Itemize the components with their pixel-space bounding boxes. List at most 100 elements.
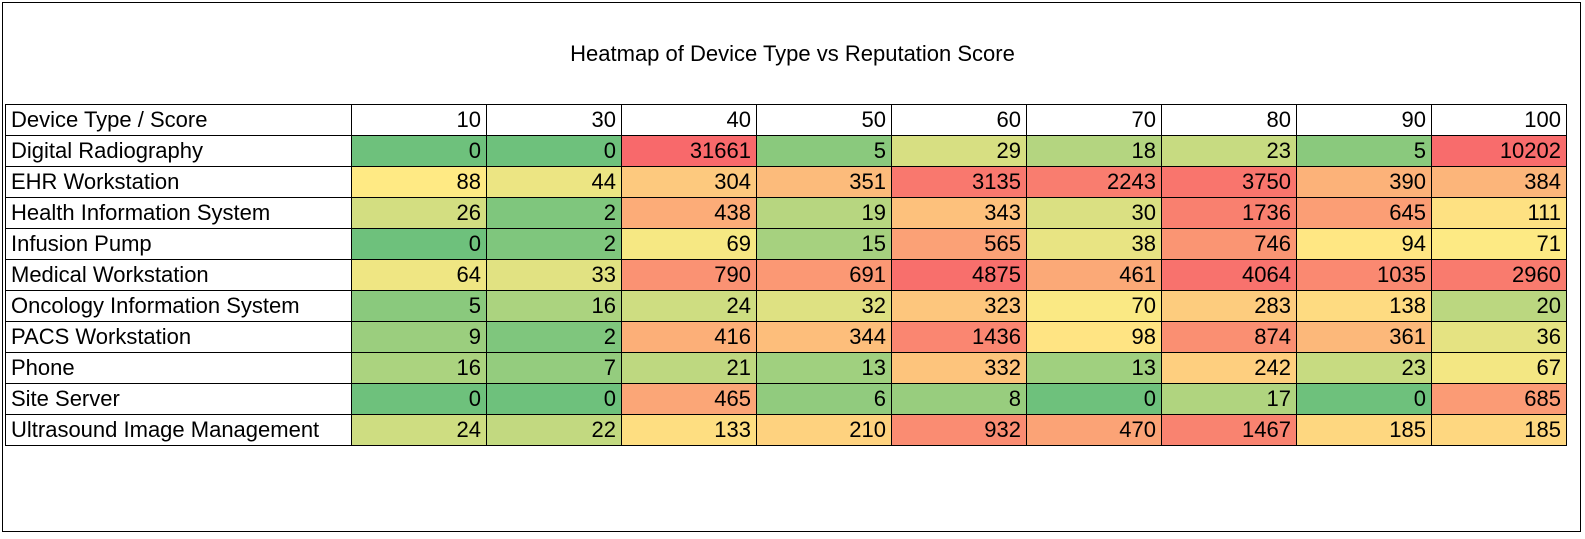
heatmap-cell: 8	[891, 383, 1027, 415]
heatmap-cell: 565	[891, 228, 1027, 260]
heatmap-cell: 5	[351, 290, 487, 322]
heatmap-cell: 2243	[1026, 166, 1162, 198]
row-label: Phone	[5, 352, 352, 384]
column-header: 100	[1431, 104, 1567, 136]
heatmap-cell: 332	[891, 352, 1027, 384]
table-row: Ultrasound Image Management 24 22 133 210 932…	[5, 414, 1567, 446]
column-header: 50	[756, 104, 892, 136]
heatmap-cell: 44	[486, 166, 622, 198]
heatmap-cell: 94	[1296, 228, 1432, 260]
heatmap-cell: 2	[486, 197, 622, 229]
heatmap-cell: 22	[486, 414, 622, 446]
heatmap-cell: 17	[1161, 383, 1297, 415]
row-label: Site Server	[5, 383, 352, 415]
heatmap-cell: 5	[1296, 135, 1432, 167]
heatmap-cell: 29	[891, 135, 1027, 167]
heatmap-cell: 26	[351, 197, 487, 229]
heatmap-cell: 242	[1161, 352, 1297, 384]
heatmap-cell: 36	[1431, 321, 1567, 353]
heatmap-cell: 874	[1161, 321, 1297, 353]
header-row: Device Type / Score 10 30 40 50 60 70 80 90 100	[5, 104, 1567, 136]
heatmap-cell: 0	[486, 383, 622, 415]
row-label: EHR Workstation	[5, 166, 352, 198]
heatmap-cell: 685	[1431, 383, 1567, 415]
heatmap-cell: 13	[1026, 352, 1162, 384]
heatmap-cell: 185	[1431, 414, 1567, 446]
heatmap-cell: 746	[1161, 228, 1297, 260]
heatmap-cell: 3750	[1161, 166, 1297, 198]
heatmap-cell: 2	[486, 321, 622, 353]
heatmap-cell: 64	[351, 259, 487, 291]
column-header: 80	[1161, 104, 1297, 136]
row-label: Health Information System	[5, 197, 352, 229]
table-row: EHR Workstation 88 44 304 351 3135 2243 3750 390…	[5, 166, 1567, 198]
table-row: Phone 16 7 21 13 332 13 242 23 67	[5, 352, 1567, 384]
heatmap-cell: 2	[486, 228, 622, 260]
heatmap-cell: 0	[351, 383, 487, 415]
heatmap-cell: 390	[1296, 166, 1432, 198]
heatmap-cell: 343	[891, 197, 1027, 229]
heatmap-cell: 69	[621, 228, 757, 260]
heatmap-cell: 6	[756, 383, 892, 415]
heatmap-cell: 470	[1026, 414, 1162, 446]
heatmap-cell: 13	[756, 352, 892, 384]
heatmap-cell: 1035	[1296, 259, 1432, 291]
heatmap-cell: 4875	[891, 259, 1027, 291]
heatmap-cell: 16	[486, 290, 622, 322]
table-row: Infusion Pump 0 2 69 15 565 38 746 94 71	[5, 228, 1567, 260]
heatmap-cell: 384	[1431, 166, 1567, 198]
heatmap-cell: 67	[1431, 352, 1567, 384]
heatmap-cell: 790	[621, 259, 757, 291]
heatmap-cell: 344	[756, 321, 892, 353]
heatmap-cell: 16	[351, 352, 487, 384]
heatmap-cell: 3135	[891, 166, 1027, 198]
column-header: 40	[621, 104, 757, 136]
heatmap-cell: 691	[756, 259, 892, 291]
table-row: Oncology Information System 5 16 24 32 323 70 2…	[5, 290, 1567, 322]
column-header: 60	[891, 104, 1027, 136]
table-row: Site Server 0 0 465 6 8 0 17 0 685	[5, 383, 1567, 415]
heatmap-cell: 304	[621, 166, 757, 198]
heatmap-cell: 461	[1026, 259, 1162, 291]
heatmap-cell: 20	[1431, 290, 1567, 322]
heatmap-cell: 133	[621, 414, 757, 446]
heatmap-cell: 15	[756, 228, 892, 260]
heatmap-cell: 283	[1161, 290, 1297, 322]
row-label: Medical Workstation	[5, 259, 352, 291]
heatmap-cell: 1467	[1161, 414, 1297, 446]
heatmap-cell: 71	[1431, 228, 1567, 260]
heatmap-cell: 416	[621, 321, 757, 353]
corner-label: Device Type / Score	[5, 104, 352, 136]
row-label: Infusion Pump	[5, 228, 352, 260]
heatmap-cell: 361	[1296, 321, 1432, 353]
heatmap-cell: 0	[1296, 383, 1432, 415]
heatmap-cell: 465	[621, 383, 757, 415]
heatmap-cell: 0	[351, 228, 487, 260]
heatmap-cell: 98	[1026, 321, 1162, 353]
heatmap-cell: 30	[1026, 197, 1162, 229]
table-row: Health Information System 26 2 438 19 343 30 17…	[5, 197, 1567, 229]
heatmap-cell: 24	[621, 290, 757, 322]
heatmap-cell: 0	[1026, 383, 1162, 415]
heatmap-cell: 19	[756, 197, 892, 229]
heatmap-cell: 23	[1161, 135, 1297, 167]
heatmap-cell: 23	[1296, 352, 1432, 384]
heatmap-cell: 2960	[1431, 259, 1567, 291]
heatmap-cell: 438	[621, 197, 757, 229]
heatmap-cell: 0	[486, 135, 622, 167]
heatmap-cell: 932	[891, 414, 1027, 446]
heatmap-cell: 24	[351, 414, 487, 446]
heatmap-cell: 33	[486, 259, 622, 291]
heatmap-cell: 351	[756, 166, 892, 198]
heatmap-cell: 4064	[1161, 259, 1297, 291]
heatmap-table: Device Type / Score 10 30 40 50 60 70 80 90 100 Di…	[5, 104, 1567, 446]
heatmap-cell: 32	[756, 290, 892, 322]
heatmap-cell: 18	[1026, 135, 1162, 167]
column-header: 90	[1296, 104, 1432, 136]
heatmap-cell: 31661	[621, 135, 757, 167]
column-header: 30	[486, 104, 622, 136]
column-header: 10	[351, 104, 487, 136]
heatmap-cell: 38	[1026, 228, 1162, 260]
heatmap-cell: 111	[1431, 197, 1567, 229]
heatmap-cell: 7	[486, 352, 622, 384]
